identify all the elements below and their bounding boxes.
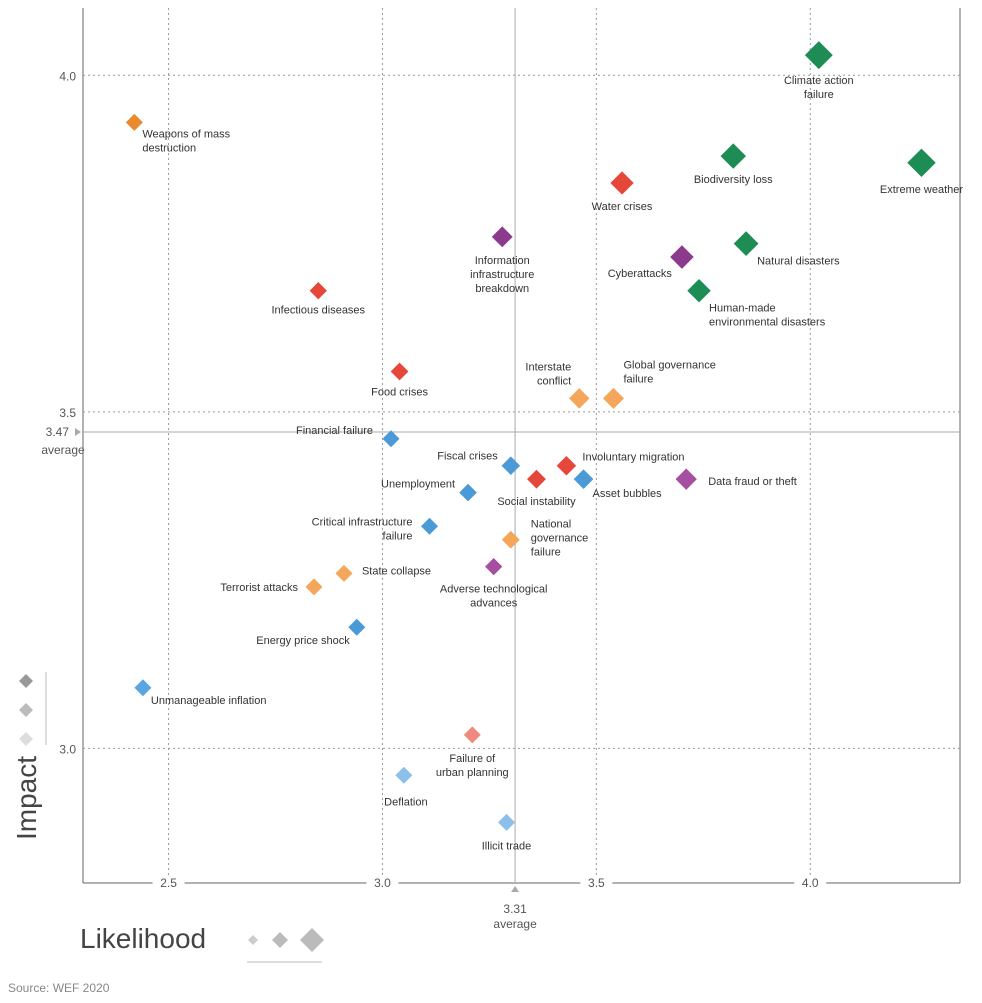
x-average-label: average bbox=[493, 917, 537, 931]
risk-point bbox=[907, 148, 936, 178]
risk-point bbox=[804, 41, 833, 70]
point-label: Financial failure bbox=[296, 425, 373, 437]
y-tick-label: 4.0 bbox=[59, 69, 76, 83]
risk-point bbox=[602, 387, 624, 409]
risk-point bbox=[556, 455, 577, 476]
x-axis-title: Likelihood bbox=[80, 923, 206, 954]
x-tick-label: 3.0 bbox=[374, 876, 391, 890]
point-label: Social instability bbox=[497, 496, 576, 508]
tick-label-bg bbox=[580, 875, 613, 891]
risk-point bbox=[485, 558, 503, 576]
likelihood-legend bbox=[247, 928, 324, 963]
point-label: Adverse technological advances bbox=[440, 584, 548, 610]
point-label: Asset bubbles bbox=[593, 488, 663, 500]
risk-point bbox=[610, 171, 634, 195]
x-average-value: 3.31 bbox=[503, 902, 527, 916]
y-tick-label: 3.5 bbox=[59, 406, 76, 420]
risk-point bbox=[498, 813, 516, 831]
risk-point bbox=[459, 483, 477, 502]
point-label: Unemployment bbox=[381, 479, 455, 491]
legend-diamond bbox=[248, 935, 258, 945]
point-label: Critical infrastructure failure bbox=[312, 516, 413, 542]
risk-point bbox=[390, 362, 409, 381]
y-average-label: average bbox=[41, 443, 85, 457]
y-tick-label: 3.0 bbox=[59, 742, 76, 756]
point-label: Climate action failure bbox=[784, 75, 854, 101]
risk-point bbox=[491, 226, 513, 248]
risk-point bbox=[309, 282, 327, 300]
point-label: Biodiversity loss bbox=[694, 174, 773, 186]
risk-point bbox=[733, 231, 759, 256]
legend-diamond bbox=[19, 732, 33, 746]
point-label: Data fraud or theft bbox=[708, 476, 797, 488]
risk-point bbox=[305, 578, 323, 596]
risk-point bbox=[348, 618, 366, 636]
risk-point bbox=[335, 564, 353, 582]
point-label: State collapse bbox=[362, 565, 431, 577]
risk-point bbox=[395, 766, 413, 784]
risk-point bbox=[569, 388, 590, 409]
tick-label-bg bbox=[794, 875, 827, 891]
point-label: Water crises bbox=[592, 201, 653, 213]
average-marker bbox=[511, 886, 520, 892]
point-label: Cyberattacks bbox=[608, 268, 673, 280]
point-label: Terrorist attacks bbox=[220, 582, 298, 594]
point-label: Weapons of mass destruction bbox=[142, 128, 230, 154]
y-average-value: 3.47 bbox=[46, 425, 70, 439]
legend-diamond bbox=[272, 932, 288, 948]
x-tick-label: 2.5 bbox=[160, 876, 177, 890]
risk-point bbox=[670, 245, 694, 269]
point-label: Illicit trade bbox=[482, 840, 532, 852]
point-label: Extreme weather bbox=[880, 184, 963, 196]
risk-point bbox=[527, 469, 546, 489]
risk-point bbox=[134, 679, 152, 697]
risk-point bbox=[720, 143, 746, 169]
risk-point bbox=[421, 517, 439, 535]
risk-point bbox=[125, 113, 143, 131]
tick-label-bg bbox=[366, 875, 399, 891]
risk-point bbox=[675, 468, 697, 490]
point-label: Failure of urban planning bbox=[436, 753, 509, 779]
point-label: Energy price shock bbox=[256, 635, 350, 647]
y-axis-title: Impact bbox=[11, 756, 42, 840]
point-label: Information infrastructure breakdown bbox=[470, 255, 534, 295]
point-label: National governance failure bbox=[531, 519, 589, 559]
point-label: Human-made environmental disasters bbox=[709, 303, 826, 329]
point-label: Food crises bbox=[371, 386, 428, 398]
risk-point bbox=[573, 469, 594, 489]
impact-legend bbox=[19, 672, 47, 746]
point-label: Interstate conflict bbox=[525, 361, 571, 387]
risk-point bbox=[687, 278, 711, 303]
risk-point bbox=[463, 726, 481, 744]
risk-point bbox=[501, 530, 520, 549]
x-tick-label: 3.5 bbox=[588, 876, 605, 890]
point-label: Fiscal crises bbox=[437, 451, 498, 463]
tick-label-bg bbox=[152, 875, 185, 891]
point-label: Unmanageable inflation bbox=[151, 695, 267, 707]
legend-diamond bbox=[19, 674, 33, 688]
point-label: Infectious diseases bbox=[272, 305, 366, 317]
legend-diamond bbox=[19, 703, 33, 717]
average-marker bbox=[75, 428, 81, 437]
point-label: Deflation bbox=[384, 796, 427, 808]
source: Source: WEF 2020 bbox=[8, 981, 110, 995]
x-tick-label: 4.0 bbox=[802, 876, 819, 890]
point-label: Natural disasters bbox=[757, 256, 840, 268]
legend-diamond bbox=[300, 928, 324, 952]
point-label: Global governance failure bbox=[623, 359, 715, 385]
point-label: Involuntary migration bbox=[582, 452, 684, 464]
risk-point bbox=[382, 430, 400, 448]
risk-point bbox=[501, 456, 521, 475]
